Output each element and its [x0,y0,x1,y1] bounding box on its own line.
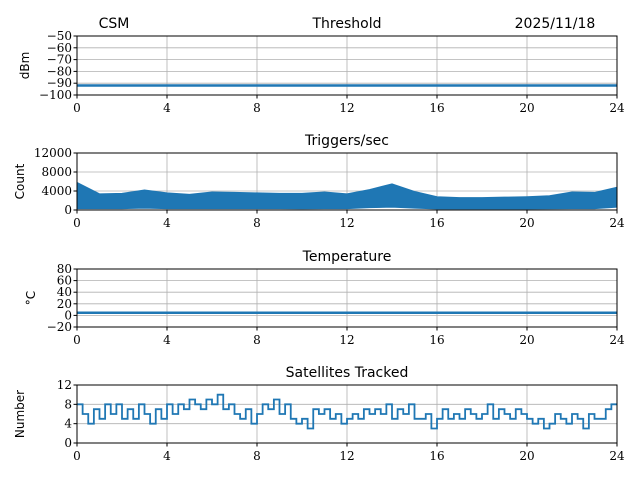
y-tick-label: −100 [39,88,72,102]
x-tick-label: 20 [519,101,534,115]
y-tick-label: 40 [57,285,72,299]
y-tick-label: 4000 [41,184,72,198]
y-tick-label: 4 [64,417,72,431]
panel-title: Triggers/sec [304,133,389,149]
satellites-line [77,393,617,430]
x-tick-label: 12 [339,449,354,463]
x-tick-label: 20 [519,216,534,230]
x-tick-label: 20 [519,333,534,347]
y-axis-label: Number [13,390,27,438]
y-tick-label: −60 [47,41,72,55]
x-tick-label: 8 [253,216,261,230]
y-tick-label: −90 [47,76,72,90]
x-tick-label: 0 [73,216,81,230]
y-tick-label: 0 [64,436,72,450]
x-tick-label: 16 [429,216,444,230]
x-tick-label: 0 [73,101,81,115]
x-tick-label: 24 [609,216,625,230]
x-tick-label: 16 [429,333,444,347]
y-tick-label: 80 [57,262,72,276]
x-tick-label: 8 [253,333,261,347]
y-tick-label: −20 [47,320,72,334]
x-tick-label: 4 [163,101,171,115]
y-tick-label: 60 [57,274,72,288]
y-tick-label: 8 [64,397,72,411]
y-tick-label: 12000 [34,146,72,160]
y-tick-label: 8000 [41,165,72,179]
y-tick-label: 0 [64,308,72,322]
x-tick-label: 16 [429,449,444,463]
header-date-label: 2025/11/18 [515,16,596,32]
x-tick-label: 12 [339,216,354,230]
x-tick-label: 24 [609,101,625,115]
x-tick-label: 24 [609,449,625,463]
x-tick-label: 24 [609,333,625,347]
panel-title: Threshold [312,16,382,32]
x-tick-label: 12 [339,101,354,115]
x-tick-label: 0 [73,333,81,347]
y-axis-label: dBm [18,52,32,80]
panel-title: Temperature [302,249,392,265]
panel-title: Satellites Tracked [286,365,409,381]
x-tick-label: 8 [253,101,261,115]
x-tick-label: 4 [163,333,171,347]
x-tick-label: 4 [163,216,171,230]
y-tick-label: 20 [57,297,72,311]
x-tick-label: 12 [339,333,354,347]
x-tick-label: 4 [163,449,171,463]
y-axis-label: °C [24,291,38,305]
x-tick-label: 20 [519,449,534,463]
y-tick-label: −70 [47,53,72,67]
y-tick-label: 0 [64,203,72,217]
header-left-label: CSM [99,16,130,32]
x-tick-label: 16 [429,101,444,115]
y-axis-label: Count [13,163,27,199]
y-tick-label: −50 [47,29,72,43]
satellites-panel: 0 4 8 12 16 20 24 0 4 8 12 Satellites Tracked Number [13,365,625,463]
x-tick-label: 8 [253,449,261,463]
y-tick-label: 12 [57,378,72,392]
threshold-panel: 0 4 8 12 16 20 24 −100−90−80−70−60−50 Threshold d… [18,16,625,115]
triggers-panel: 0 4 8 12 16 20 24 0 4000 8000 12000 Triggers/sec Cou… [13,133,625,230]
y-tick-label: −80 [47,64,72,78]
x-tick-label: 0 [73,449,81,463]
